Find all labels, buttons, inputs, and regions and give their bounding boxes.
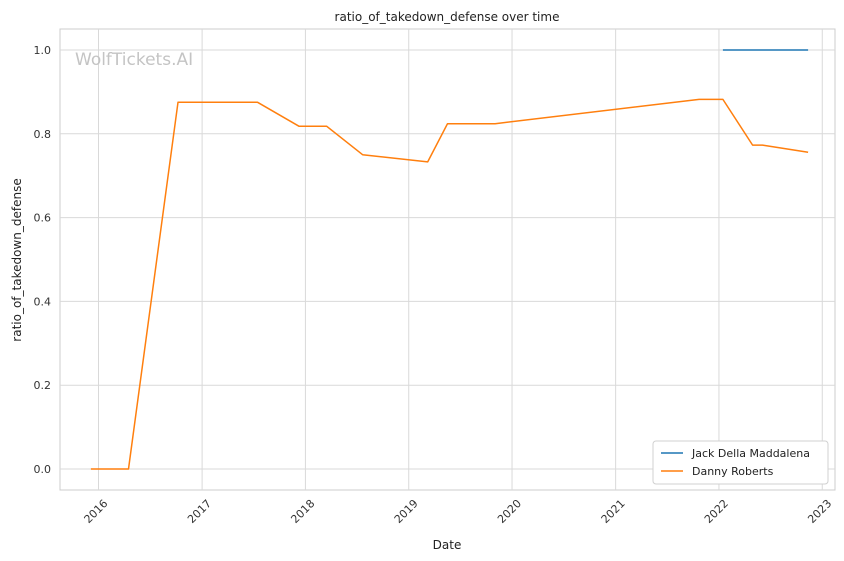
- legend-label: Jack Della Maddalena: [691, 447, 810, 460]
- y-tick-label: 0.6: [34, 212, 52, 225]
- plot-area: [59, 28, 836, 491]
- y-tick-label: 1.0: [34, 44, 52, 57]
- x-axis-ticks: 2016 2017 2018 2019 2020 2021 2022 2023: [82, 497, 835, 526]
- x-tick-label: 2016: [82, 497, 111, 526]
- chart-title: ratio_of_takedown_defense over time: [335, 10, 560, 24]
- x-tick-label: 2017: [185, 497, 214, 526]
- watermark: WolfTickets.AI: [75, 50, 193, 70]
- x-tick-label: 2023: [805, 497, 834, 526]
- series-line-1: [90, 98, 809, 470]
- y-axis-title: ratio_of_takedown_defense: [10, 178, 24, 341]
- x-tick-label: 2019: [392, 497, 421, 526]
- legend-items: Jack Della Maddalena Danny Roberts: [661, 447, 810, 478]
- legend-box: [652, 440, 829, 485]
- legend-label: Danny Roberts: [692, 465, 774, 478]
- series-lines: [90, 49, 809, 470]
- y-axis-ticks: 0.0 0.2 0.4 0.6 0.8 1.0: [34, 44, 52, 476]
- y-tick-label: 0.2: [34, 379, 52, 392]
- y-tick-label: 0.4: [34, 295, 52, 308]
- legend: Jack Della Maddalena Danny Roberts: [652, 440, 829, 485]
- x-tick-label: 2022: [702, 497, 731, 526]
- x-tick-label: 2021: [599, 497, 628, 526]
- x-axis-title: Date: [433, 538, 462, 552]
- y-tick-label: 0.0: [34, 463, 52, 476]
- x-tick-label: 2020: [495, 497, 524, 526]
- y-tick-label: 0.8: [34, 128, 52, 141]
- x-tick-label: 2018: [288, 497, 317, 526]
